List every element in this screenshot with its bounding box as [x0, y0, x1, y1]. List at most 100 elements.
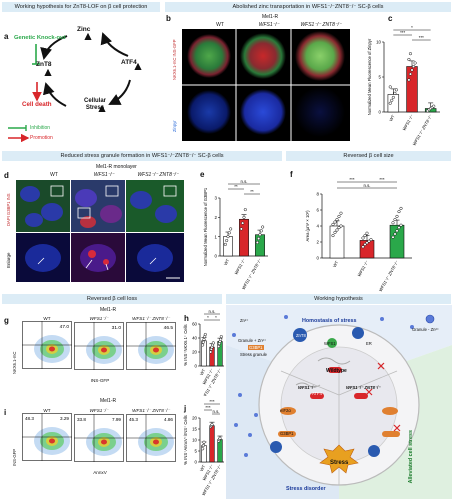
- data-point: [337, 214, 341, 218]
- data-point: [363, 242, 367, 246]
- panel-d-letter: d: [4, 171, 9, 180]
- data-point: [388, 101, 392, 105]
- legend-promotion: Promotion: [30, 135, 53, 141]
- data-point: [411, 64, 416, 69]
- y-tick-label: 10: [192, 438, 197, 443]
- data-point: [399, 223, 403, 227]
- y-tick-label: 60: [192, 322, 197, 327]
- flow-plot: WFS1⁻/⁻ ZNT8⁻/⁻ 45.3 4.86: [126, 408, 176, 470]
- header-a: Working hypothesis for ZnT8-LOF on β cel…: [2, 2, 160, 12]
- data-point: [243, 208, 247, 212]
- flow-plot-area: 33.8 7.99: [74, 414, 124, 462]
- panel-a-diagram: [8, 32, 142, 143]
- y-tick-label: 4: [317, 224, 320, 229]
- sig-label: ***: [400, 30, 405, 35]
- sig-label: **: [234, 184, 238, 189]
- panel-k-diagram: [226, 305, 452, 499]
- category-label: WT: [388, 114, 396, 123]
- data-point: [201, 443, 205, 448]
- data-point: [432, 104, 436, 108]
- gate-value: 31.0: [112, 325, 122, 331]
- flow-density: [153, 439, 159, 445]
- k-eif2a: eIF2α: [280, 408, 291, 413]
- data-point: [367, 239, 371, 243]
- flow-plot-area: 46.5: [126, 322, 176, 370]
- flow-y-label: NKX6.1-mC: [12, 351, 17, 374]
- y-tick-label: 0: [195, 364, 198, 369]
- y-tick-label: 6: [317, 208, 320, 213]
- panel-e-letter: e: [200, 170, 205, 179]
- data-point: [365, 231, 369, 235]
- data-point: [393, 232, 397, 236]
- category-label: WT: [223, 258, 231, 267]
- gate-value: 46.5: [164, 325, 174, 331]
- panel-i-letter: i: [4, 408, 7, 417]
- data-point: [203, 332, 207, 337]
- k-homostasis: Homostasis of stress: [302, 318, 357, 324]
- data-point: [209, 350, 213, 354]
- sig-label: *: [207, 315, 209, 320]
- data-point: [258, 233, 262, 237]
- flow-plot-title: WFS1⁻/⁻: [89, 316, 109, 321]
- header-b: Abolished zinc transportation in WFS1⁻/⁻…: [165, 2, 451, 12]
- flow-plot-area: 31.0: [74, 322, 124, 370]
- y-axis-label: % INS⁺NKX6.1⁺ Cells: [183, 324, 188, 365]
- data-point: [337, 226, 341, 230]
- data-point: [391, 221, 395, 225]
- k-wildtype: Wildtype: [326, 368, 347, 374]
- data-point: [395, 229, 399, 233]
- y-tick-label: 40: [192, 336, 197, 341]
- k-disorder: Stress disorder: [286, 486, 326, 492]
- k-stress: Stress: [330, 460, 349, 466]
- flow-density: [101, 347, 107, 353]
- gate-value: 47.0: [60, 324, 70, 330]
- panel-d-cell-line: Mel1-R monolayer: [96, 164, 137, 170]
- header-k: Working hypothesis: [226, 294, 451, 304]
- data-point: [201, 343, 205, 347]
- data-point: [391, 95, 395, 99]
- category-label: WFS1⁻/⁻: [233, 257, 246, 275]
- data-point: [335, 218, 339, 222]
- panel-b-row1-label: NKX6.1-mC INS-GFP: [172, 39, 177, 81]
- data-point: [225, 238, 229, 243]
- node-cellular-stress: Cellular Stress: [84, 98, 107, 111]
- flow-density: [49, 438, 55, 444]
- quadrant-value: 4.86: [164, 417, 173, 422]
- data-point: [413, 61, 417, 65]
- bar: [217, 439, 223, 463]
- data-point: [335, 228, 339, 232]
- data-point: [369, 238, 373, 242]
- flow-density: [49, 346, 55, 352]
- quadrant-value: 45.3: [129, 417, 138, 422]
- data-point: [202, 337, 206, 341]
- data-point: [331, 222, 335, 226]
- data-point: [339, 211, 343, 215]
- flow-plot-title: WFS1⁻/⁻ ZNT8⁻/⁻: [132, 316, 170, 321]
- y-tick-label: 20: [192, 350, 197, 355]
- data-point: [211, 341, 215, 345]
- panel-b-col-wt: WT: [216, 22, 224, 28]
- k-granule-zn-left: Granule + Zn²⁺: [238, 338, 267, 343]
- data-point: [408, 72, 413, 76]
- y-tick-label: 2: [317, 240, 320, 245]
- data-point: [397, 210, 401, 214]
- y-tick-label: 2: [215, 215, 218, 220]
- header-g: Reversed β cell loss: [2, 294, 222, 304]
- data-point: [393, 218, 397, 222]
- flow-plot: WFS1⁻/⁻ 33.8 7.99: [74, 408, 124, 470]
- data-point: [219, 335, 223, 339]
- bar: [223, 236, 233, 257]
- sig-label: *: [411, 25, 413, 30]
- k-alleviated: Alleviated cell stress: [408, 430, 414, 484]
- node-znt8: ZnT8: [36, 61, 52, 68]
- data-point: [227, 231, 231, 235]
- data-point: [331, 234, 335, 238]
- quadrant-value: 7.99: [112, 417, 121, 422]
- y-axis-label: % INS⁺AnnxV⁺/INS⁺ Cells: [183, 415, 188, 464]
- panel-a-letter: a: [4, 32, 9, 41]
- data-point: [201, 447, 205, 451]
- data-point: [201, 340, 205, 344]
- panel-d-images: [16, 180, 184, 282]
- panel-b-microscopy: [182, 29, 350, 141]
